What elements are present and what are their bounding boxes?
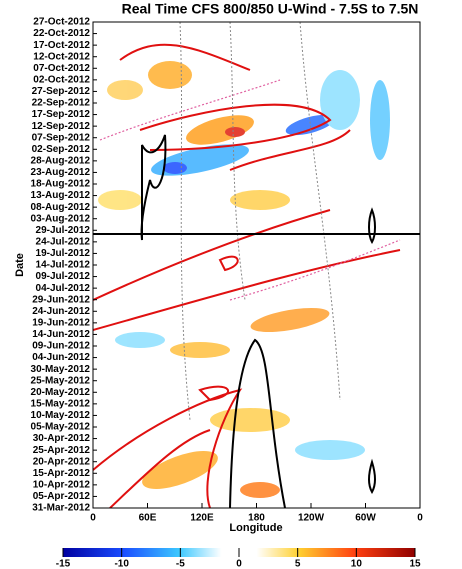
y-tick-label: 17-Sep-2012 [32,109,91,120]
y-tick-label: 07-Oct-2012 [33,63,90,74]
colorbar-tick-label: -10 [114,559,129,569]
y-tick-label: 22-Oct-2012 [33,28,90,39]
y-tick-label: 14-Jul-2012 [36,260,91,271]
colorbar-tick-label: 0 [236,559,242,569]
y-tick-label: 18-Aug-2012 [31,179,91,190]
y-tick-label: 25-May-2012 [31,375,91,386]
y-tick-label: 23-Aug-2012 [31,167,91,178]
y-tick-label: 15-Apr-2012 [33,468,91,479]
y-tick-label: 02-Sep-2012 [32,144,91,155]
y-tick-label: 22-Sep-2012 [32,98,91,109]
x-tick-label: 0 [417,513,423,524]
y-tick-label: 30-Apr-2012 [33,433,91,444]
colorbar-tick-label: -5 [176,559,185,569]
x-tick-label: 60E [139,513,157,524]
y-tick-label: 17-Oct-2012 [33,40,90,51]
x-tick-label: 120E [190,513,214,524]
y-tick-label: 12-Oct-2012 [33,51,90,62]
y-tick-label: 29-Jul-2012 [36,225,91,236]
y-axis-label: Date [14,253,26,277]
x-tick-label: 0 [90,513,96,524]
y-tick-label: 09-Jul-2012 [36,271,91,282]
y-tick-label: 20-May-2012 [31,387,91,398]
y-tick-label: 05-Apr-2012 [33,491,91,502]
x-axis-label: Longitude [229,522,282,534]
y-tick-label: 08-Aug-2012 [31,202,91,213]
y-tick-label: 14-Jun-2012 [32,329,90,340]
y-tick-label: 09-Jun-2012 [32,341,90,352]
y-tick-label: 24-Jul-2012 [36,236,91,247]
y-tick-label: 13-Aug-2012 [31,190,91,201]
chart-title: Real Time CFS 800/850 U-Wind - 7.5S to 7… [122,1,419,17]
y-tick-label: 04-Jul-2012 [36,283,91,294]
y-tick-label: 05-May-2012 [31,422,91,433]
y-tick-label: 29-Jun-2012 [32,294,90,305]
y-tick-label: 03-Aug-2012 [31,213,91,224]
y-tick-label: 15-May-2012 [31,398,91,409]
y-tick-label: 20-Apr-2012 [33,456,91,467]
field [93,22,420,508]
y-tick-label: 27-Oct-2012 [33,17,90,28]
colorbar-tick-label: 5 [295,559,301,569]
x-tick-label: 60W [355,513,376,524]
y-tick-label: 02-Oct-2012 [33,74,90,85]
y-tick-label: 10-Apr-2012 [33,479,91,490]
colorbar-tick-label: -15 [56,559,71,569]
y-tick-label: 10-May-2012 [31,410,91,421]
y-tick-label: 30-May-2012 [31,364,91,375]
y-tick-label: 27-Sep-2012 [32,86,91,97]
y-tick-label: 24-Jun-2012 [32,306,90,317]
y-tick-label: 07-Sep-2012 [32,132,91,143]
colorbar-tick-label: 15 [409,559,421,569]
y-tick-label: 31-Mar-2012 [32,503,90,514]
y-tick-label: 19-Jun-2012 [32,317,90,328]
y-tick-label: 25-Apr-2012 [33,445,91,456]
y-tick-label: 04-Jun-2012 [32,352,90,363]
colorbar-tick-label: 10 [351,559,363,569]
x-tick-label: 180 [248,513,265,524]
x-tick-label: 120W [298,513,325,524]
y-tick-label: 12-Sep-2012 [32,121,91,132]
y-tick-label: 28-Aug-2012 [31,155,91,166]
y-tick-label: 19-Jul-2012 [36,248,91,259]
